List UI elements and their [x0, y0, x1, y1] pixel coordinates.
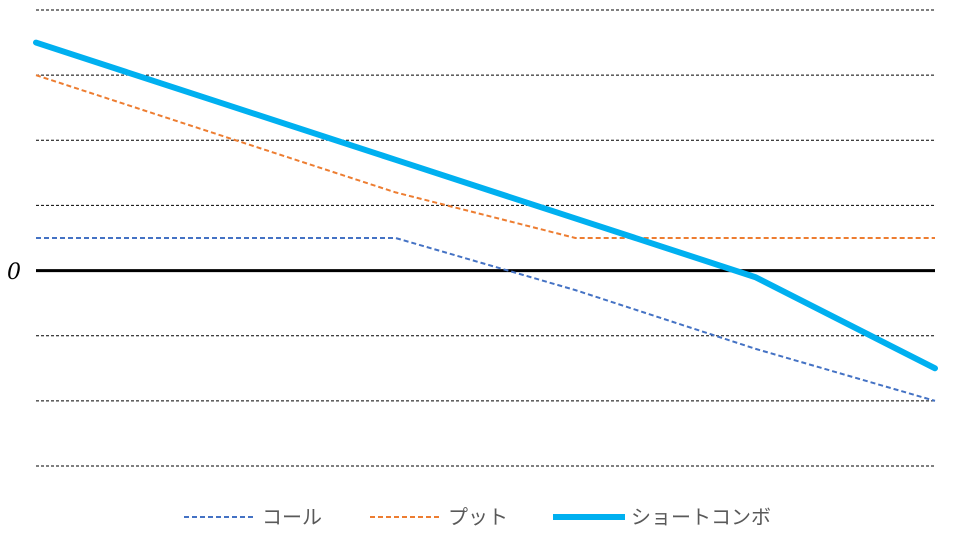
series-line-1: [36, 237, 936, 402]
y-tick-label-zero: 0: [7, 260, 21, 285]
legend-label: プット: [448, 505, 508, 529]
series-lines: [33, 39, 938, 402]
legend-item-2: プット: [370, 505, 508, 529]
legend-item-1: コール: [184, 505, 322, 529]
legend-label: ショートコンボ: [631, 505, 771, 529]
legend-label: コール: [262, 505, 322, 529]
series-line-3: [33, 39, 938, 372]
gridlines: [36, 9, 935, 467]
series-line-2: [35, 74, 935, 239]
legend: コール プット ショートコンボ: [184, 505, 771, 529]
legend-item-3: ショートコンボ: [553, 505, 771, 529]
